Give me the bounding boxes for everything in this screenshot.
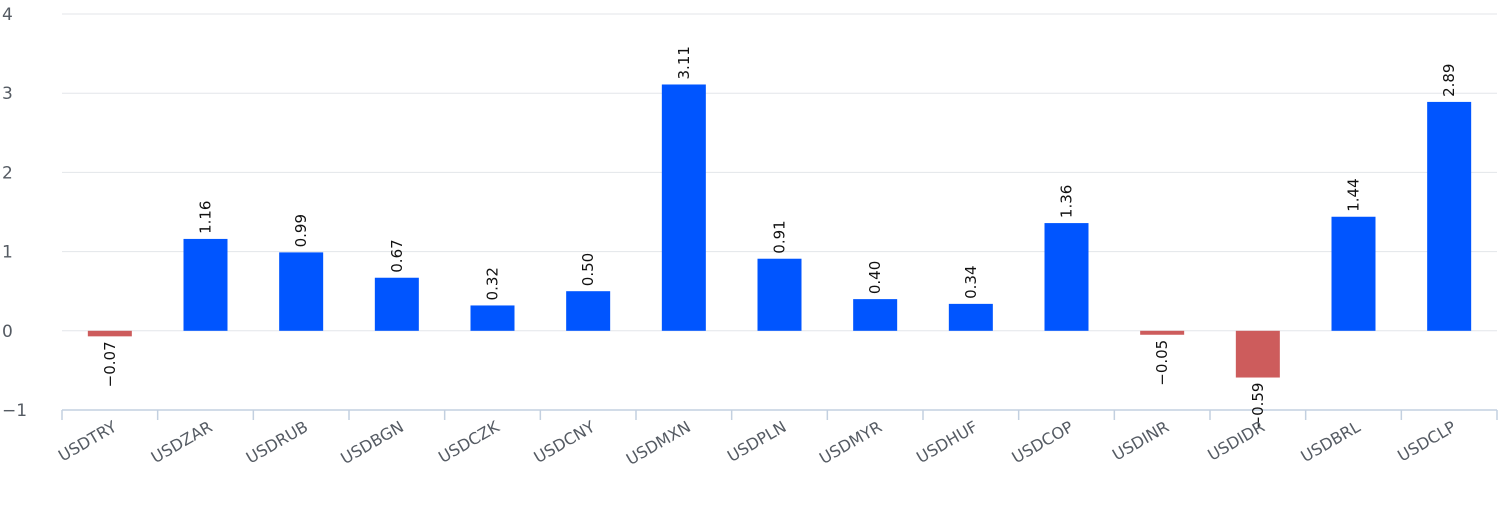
- data-label: 0.32: [484, 267, 502, 300]
- bar: [279, 252, 323, 330]
- data-label: 0.67: [388, 239, 406, 272]
- x-tick-label: USDINR: [1109, 417, 1172, 464]
- data-label: 1.16: [197, 201, 215, 234]
- bar: [1045, 223, 1089, 331]
- bar: [566, 291, 610, 331]
- bar: [1236, 331, 1280, 378]
- x-tick-label: USDPLN: [724, 417, 790, 466]
- bar: [1332, 217, 1376, 331]
- bar: [471, 305, 515, 330]
- x-tick-label: USDCNY: [531, 417, 599, 467]
- x-axis-category-labels: USDTRY USDZAR USDRUB USDBGN USDCZK USDCNY USDM…: [55, 417, 1459, 469]
- x-tick-label: USDBGN: [337, 417, 406, 468]
- x-tick-label: USDMXN: [623, 417, 694, 469]
- x-tick-label: USDHUF: [913, 417, 981, 467]
- data-label: 0.91: [771, 220, 789, 253]
- x-tick-label: USDCOP: [1008, 417, 1076, 467]
- x-tick-label: USDIDR: [1204, 417, 1267, 465]
- y-axis-tick-labels: 4 3 2 1 0 −1: [2, 5, 27, 421]
- bar: [662, 84, 706, 330]
- bar: [88, 331, 132, 337]
- bar: [1140, 331, 1184, 335]
- data-label: 2.89: [1440, 64, 1458, 97]
- data-label: 0.34: [962, 265, 980, 298]
- x-tick-label: USDTRY: [55, 417, 120, 465]
- x-tick-label: USDZAR: [148, 417, 216, 467]
- bar: [184, 239, 228, 331]
- y-tick-label: 4: [2, 5, 13, 25]
- data-label: −0.05: [1153, 340, 1171, 386]
- data-label: 0.50: [579, 253, 597, 286]
- x-tick-label: USDMYR: [816, 417, 885, 468]
- y-tick-label: 3: [2, 84, 13, 104]
- data-label: −0.07: [101, 341, 119, 387]
- bar: [375, 278, 419, 331]
- bar: [758, 259, 802, 331]
- y-tick-label: 1: [2, 243, 13, 263]
- bar: [1427, 102, 1471, 331]
- x-tick-label: USDCZK: [435, 417, 503, 467]
- y-tick-label: 0: [2, 322, 13, 342]
- x-tick-label: USDCLP: [1394, 417, 1459, 466]
- x-tick-label: USDRUB: [243, 417, 311, 467]
- bar: [949, 304, 993, 331]
- data-label: 1.36: [1058, 185, 1076, 218]
- x-tick-label: USDBRL: [1298, 417, 1364, 466]
- data-label: 1.44: [1345, 178, 1363, 211]
- y-tick-label: 2: [2, 163, 13, 183]
- y-tick-label: −1: [2, 401, 27, 421]
- data-label: 3.11: [675, 46, 693, 79]
- bar: [853, 299, 897, 331]
- data-label: 0.40: [866, 261, 884, 294]
- data-label: 0.99: [292, 214, 310, 247]
